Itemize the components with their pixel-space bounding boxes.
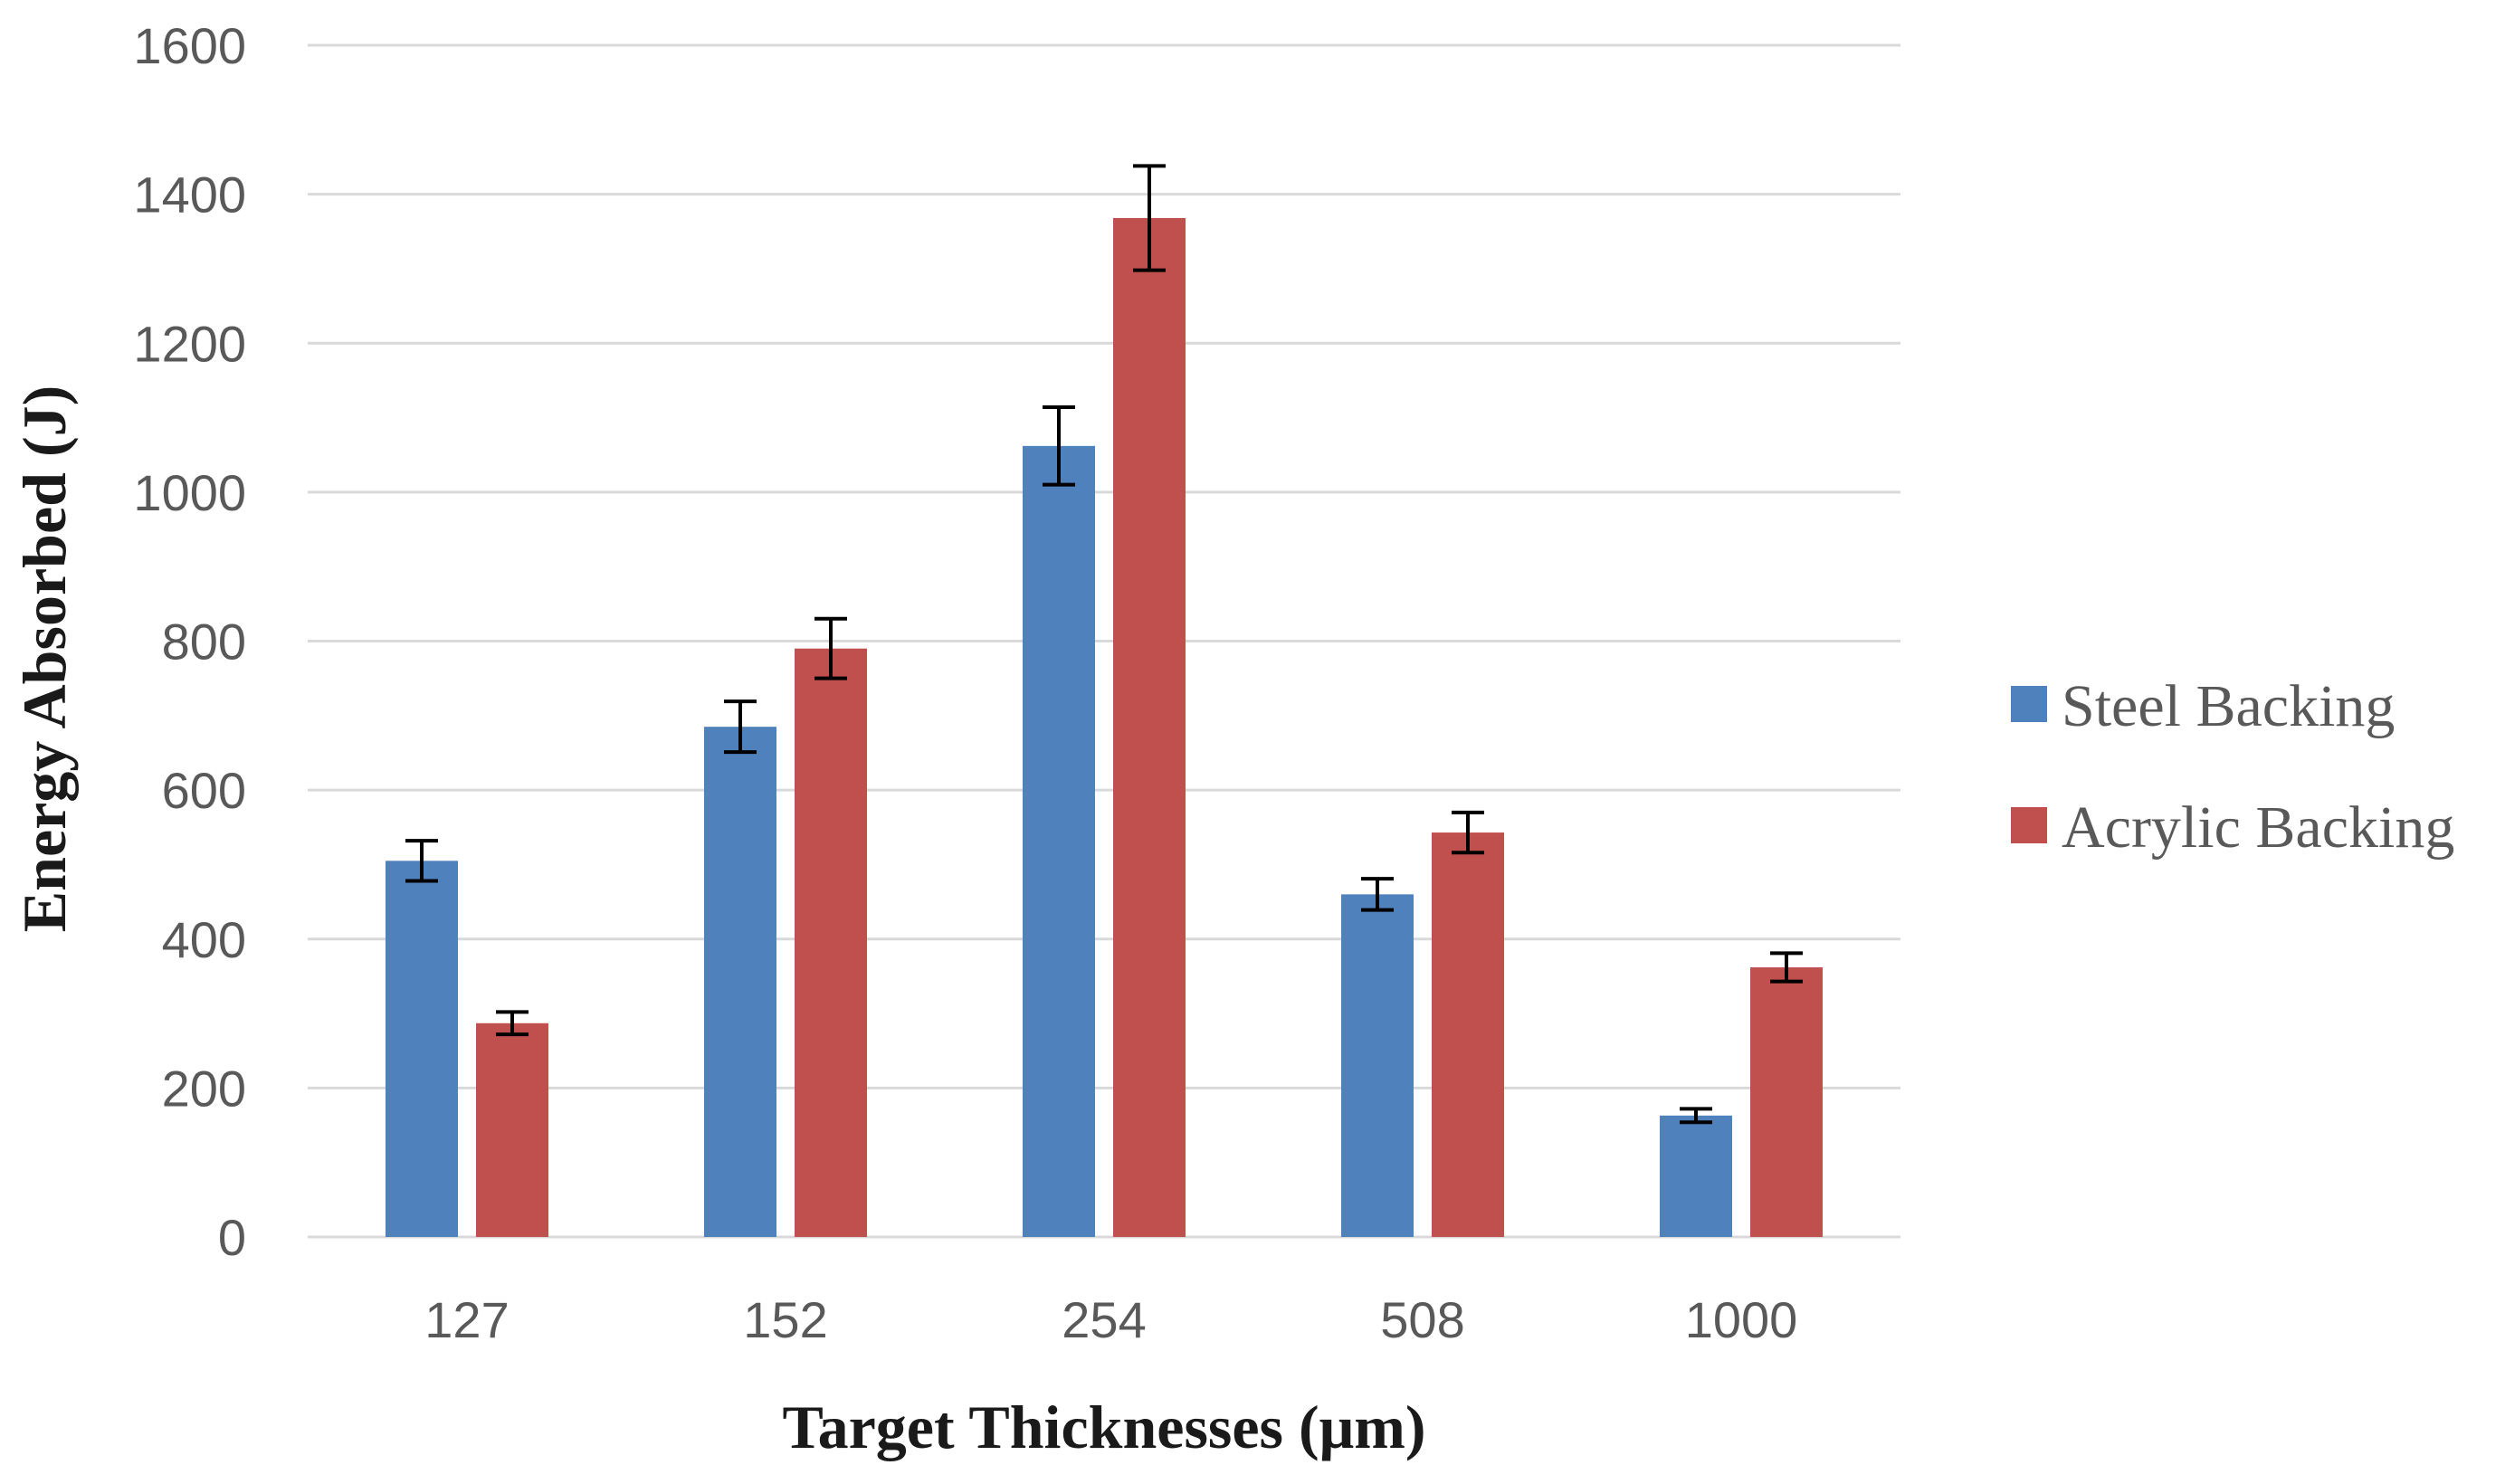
y-tick-label: 1600 <box>133 17 246 74</box>
x-tick-label: 152 <box>743 1291 827 1348</box>
bar-acrylic-152 <box>795 648 867 1237</box>
bar-steel-508 <box>1341 894 1414 1237</box>
x-tick-label: 508 <box>1380 1291 1464 1348</box>
legend-swatch <box>2011 686 2047 722</box>
bar-steel-1000 <box>1660 1115 1732 1237</box>
y-tick-label: 800 <box>162 614 246 671</box>
bar-acrylic-127 <box>476 1023 548 1237</box>
legend-swatch <box>2011 807 2047 843</box>
legend-label: Acrylic Backing <box>2062 794 2454 861</box>
gridlines <box>308 43 1900 1239</box>
x-tick-label: 1000 <box>1685 1291 1798 1348</box>
y-tick-label: 0 <box>218 1209 246 1266</box>
x-axis-title: Target Thicknesses (μm) <box>782 1393 1425 1461</box>
bars <box>386 217 1823 1238</box>
bar-acrylic-1000 <box>1750 967 1823 1237</box>
x-tick-label: 254 <box>1062 1291 1146 1348</box>
y-tick-label: 1200 <box>133 315 246 372</box>
y-axis-ticks: 0 200 400 600 800 1000 1200 1400 1600 <box>133 17 246 1266</box>
x-axis-ticks: 127 152 254 508 1000 <box>424 1291 1797 1348</box>
x-tick-label: 127 <box>424 1291 509 1348</box>
y-axis-title: Energy Absorbed (J) <box>10 385 79 932</box>
bar-acrylic-254 <box>1113 217 1186 1238</box>
y-tick-label: 600 <box>162 762 246 819</box>
legend-label: Steel Backing <box>2062 673 2395 739</box>
bar-steel-127 <box>386 861 458 1237</box>
legend: Steel Backing Acrylic Backing <box>2011 673 2454 861</box>
bar-acrylic-508 <box>1432 832 1504 1237</box>
y-tick-label: 200 <box>162 1060 246 1117</box>
bar-steel-254 <box>1023 445 1095 1237</box>
y-tick-label: 1400 <box>133 166 246 224</box>
y-tick-label: 400 <box>162 911 246 968</box>
bar-steel-152 <box>704 727 776 1237</box>
error-bars <box>405 164 1803 1125</box>
y-tick-label: 1000 <box>133 464 246 521</box>
